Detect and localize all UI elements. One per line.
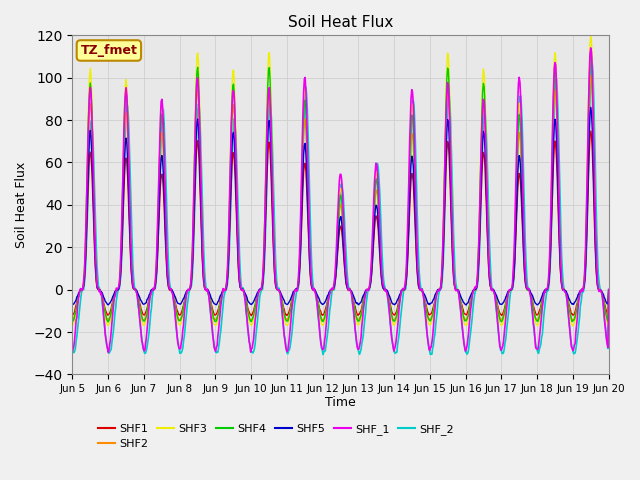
SHF2 xyxy=(587,72,595,78)
SHF1 xyxy=(605,287,612,292)
SHF5 xyxy=(605,287,612,292)
SHF3 xyxy=(216,304,224,310)
Line: SHF1: SHF1 xyxy=(72,131,609,315)
SHF_2 xyxy=(68,348,76,354)
SHF3 xyxy=(406,156,413,162)
SHF5 xyxy=(587,105,595,110)
Line: SHF4: SHF4 xyxy=(72,52,609,322)
SHF_2 xyxy=(605,287,612,292)
SHF5 xyxy=(421,293,429,299)
SHF_1 xyxy=(189,246,196,252)
SHF1 xyxy=(248,312,255,318)
SHF1 xyxy=(216,298,224,304)
SHF_1 xyxy=(406,118,414,124)
Title: Soil Heat Flux: Soil Heat Flux xyxy=(288,15,393,30)
SHF1 xyxy=(587,128,595,134)
SHF2 xyxy=(188,270,196,276)
Line: SHF5: SHF5 xyxy=(72,108,609,305)
SHF2 xyxy=(605,287,612,292)
SHF5 xyxy=(216,293,224,299)
SHF3 xyxy=(605,287,612,292)
SHF4 xyxy=(189,246,196,252)
SHF2 xyxy=(421,300,429,306)
SHF3 xyxy=(421,303,429,309)
SHF4 xyxy=(422,305,430,311)
SHF_1 xyxy=(587,45,595,51)
SHF3 xyxy=(134,293,141,299)
SHF1 xyxy=(78,287,86,292)
SHF4 xyxy=(217,298,225,303)
SHF3 xyxy=(587,33,595,38)
Line: SHF3: SHF3 xyxy=(72,36,609,326)
SHF_2 xyxy=(134,293,141,299)
SHF_2 xyxy=(188,280,196,286)
Legend: SHF1, SHF2, SHF3, SHF4, SHF5, SHF_1, SHF_2: SHF1, SHF2, SHF3, SHF4, SHF5, SHF_1, SHF… xyxy=(93,419,459,454)
SHF_2 xyxy=(406,193,413,199)
SHF_1 xyxy=(104,349,112,355)
SHF2 xyxy=(533,317,541,323)
SHF4 xyxy=(68,318,76,324)
SHF2 xyxy=(406,180,413,185)
SHF1 xyxy=(406,191,414,197)
SHF_1 xyxy=(422,318,430,324)
SHF5 xyxy=(406,197,413,203)
SHF4 xyxy=(587,49,595,55)
SHF_1 xyxy=(134,299,142,304)
SHF2 xyxy=(68,317,76,323)
Line: SHF_1: SHF_1 xyxy=(72,48,609,352)
SHF1 xyxy=(422,302,430,308)
Y-axis label: Soil Heat Flux: Soil Heat Flux xyxy=(15,162,28,248)
SHF5 xyxy=(68,301,76,307)
X-axis label: Time: Time xyxy=(325,396,356,408)
Line: SHF2: SHF2 xyxy=(72,75,609,320)
Text: TZ_fmet: TZ_fmet xyxy=(81,44,138,57)
SHF3 xyxy=(188,263,196,269)
SHF_1 xyxy=(78,288,86,293)
SHF_1 xyxy=(68,348,76,354)
SHF3 xyxy=(78,286,86,292)
SHF2 xyxy=(78,287,86,292)
SHF4 xyxy=(104,319,112,325)
SHF2 xyxy=(216,300,224,306)
SHF1 xyxy=(68,312,76,318)
SHF3 xyxy=(569,323,577,329)
SHF2 xyxy=(134,292,141,298)
SHF_2 xyxy=(427,352,435,358)
SHF5 xyxy=(134,289,141,295)
Line: SHF_2: SHF_2 xyxy=(72,62,609,355)
SHF3 xyxy=(68,323,76,328)
SHF4 xyxy=(406,141,414,146)
SHF5 xyxy=(188,273,196,278)
SHF_2 xyxy=(588,60,595,65)
SHF4 xyxy=(78,287,86,293)
SHF4 xyxy=(605,287,612,292)
SHF5 xyxy=(462,302,470,308)
SHF_2 xyxy=(421,312,429,318)
SHF_2 xyxy=(78,288,86,293)
SHF_1 xyxy=(217,302,225,308)
SHF4 xyxy=(134,295,142,301)
SHF1 xyxy=(188,276,196,281)
SHF_2 xyxy=(216,333,224,338)
SHF1 xyxy=(134,290,141,296)
SHF_1 xyxy=(605,287,612,292)
SHF5 xyxy=(78,287,86,292)
